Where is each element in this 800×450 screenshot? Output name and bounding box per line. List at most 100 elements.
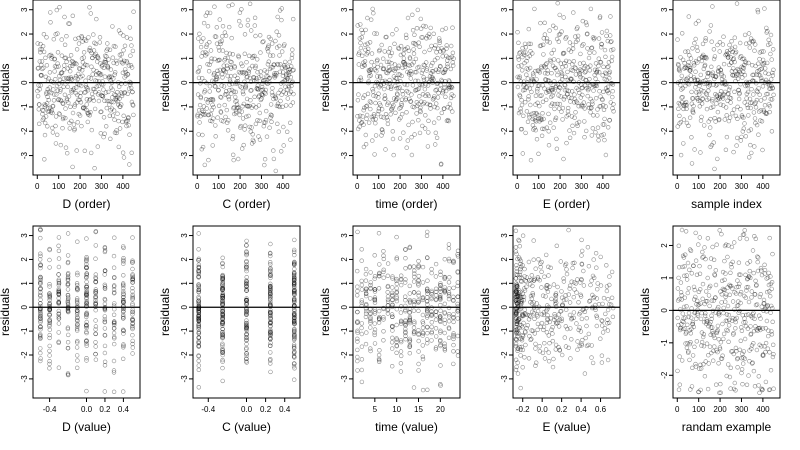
data-point (102, 53, 108, 58)
data-point (258, 33, 263, 38)
data-point (695, 77, 701, 83)
data-point (239, 61, 244, 66)
data-point (558, 259, 563, 264)
data-point (569, 95, 574, 101)
data-point (393, 75, 398, 81)
data-point (585, 87, 591, 93)
data-point (101, 65, 107, 71)
data-point (250, 54, 256, 59)
data-point (746, 128, 751, 134)
data-point (569, 337, 574, 342)
data-point (65, 287, 71, 292)
data-point (547, 28, 552, 33)
data-point (249, 141, 255, 146)
data-point (411, 60, 416, 65)
data-point (426, 130, 431, 135)
data-point (289, 55, 295, 61)
data-point (51, 87, 56, 92)
data-point (768, 86, 773, 91)
data-point (74, 353, 80, 358)
data-point (204, 106, 209, 111)
data-point (196, 363, 202, 368)
data-point (416, 308, 421, 313)
data-point (417, 44, 422, 49)
data-point (237, 18, 242, 24)
data-point (591, 257, 596, 262)
data-point (522, 307, 527, 312)
data-point (38, 227, 43, 233)
data-point (576, 300, 581, 305)
data-point (397, 136, 403, 141)
data-point (368, 67, 373, 72)
data-point (55, 31, 60, 36)
data-point (56, 264, 62, 270)
data-point (262, 68, 267, 73)
data-point (709, 64, 714, 70)
x-tick-label: 300 (735, 405, 749, 414)
data-point (447, 79, 452, 84)
data-point (763, 111, 769, 117)
data-point (74, 148, 79, 153)
data-point (53, 32, 58, 37)
data-point (751, 110, 757, 115)
data-point (728, 55, 733, 60)
data-point (597, 14, 603, 19)
data-point (405, 69, 410, 75)
x-tick-label: 0 (195, 182, 200, 191)
data-point (533, 102, 538, 107)
data-point (112, 290, 117, 295)
data-point (595, 113, 600, 118)
data-point (449, 84, 454, 90)
data-point (124, 58, 129, 64)
data-point (84, 236, 89, 241)
data-point (719, 81, 724, 86)
data-point (66, 21, 71, 26)
data-point (525, 119, 531, 125)
data-point (732, 89, 737, 95)
data-point (37, 47, 43, 52)
data-point (215, 58, 221, 63)
data-point (561, 156, 566, 162)
data-point (433, 43, 438, 48)
data-point (688, 67, 693, 73)
data-point (676, 63, 681, 68)
data-point (425, 83, 431, 88)
data-point (686, 310, 692, 316)
data-point (378, 83, 383, 88)
data-point (373, 133, 379, 138)
data-point (206, 112, 211, 118)
data-point (443, 26, 449, 31)
data-point (717, 228, 722, 233)
data-point (713, 119, 718, 124)
data-point (357, 50, 362, 55)
data-point (601, 295, 607, 301)
data-point (549, 51, 554, 56)
data-point (573, 66, 578, 71)
data-point (687, 64, 692, 69)
data-point (424, 233, 430, 239)
data-point (423, 113, 428, 118)
data-point (436, 90, 441, 96)
data-point (63, 115, 68, 121)
data-point (438, 162, 444, 167)
data-point (72, 128, 77, 133)
data-point (102, 343, 108, 349)
data-point (51, 98, 57, 103)
data-point (736, 72, 741, 77)
data-point (361, 144, 367, 150)
data-point (753, 63, 758, 69)
data-point (681, 304, 687, 310)
data-point (712, 166, 717, 172)
data-point (580, 85, 585, 90)
data-point (425, 387, 430, 392)
data-point (214, 76, 219, 81)
data-point (123, 81, 128, 86)
data-point (355, 268, 360, 274)
data-point (69, 63, 75, 69)
data-point (451, 319, 456, 325)
data-point (216, 57, 222, 63)
data-point (377, 47, 382, 53)
data-point (708, 23, 714, 28)
data-point (380, 127, 385, 133)
data-point (434, 87, 439, 92)
